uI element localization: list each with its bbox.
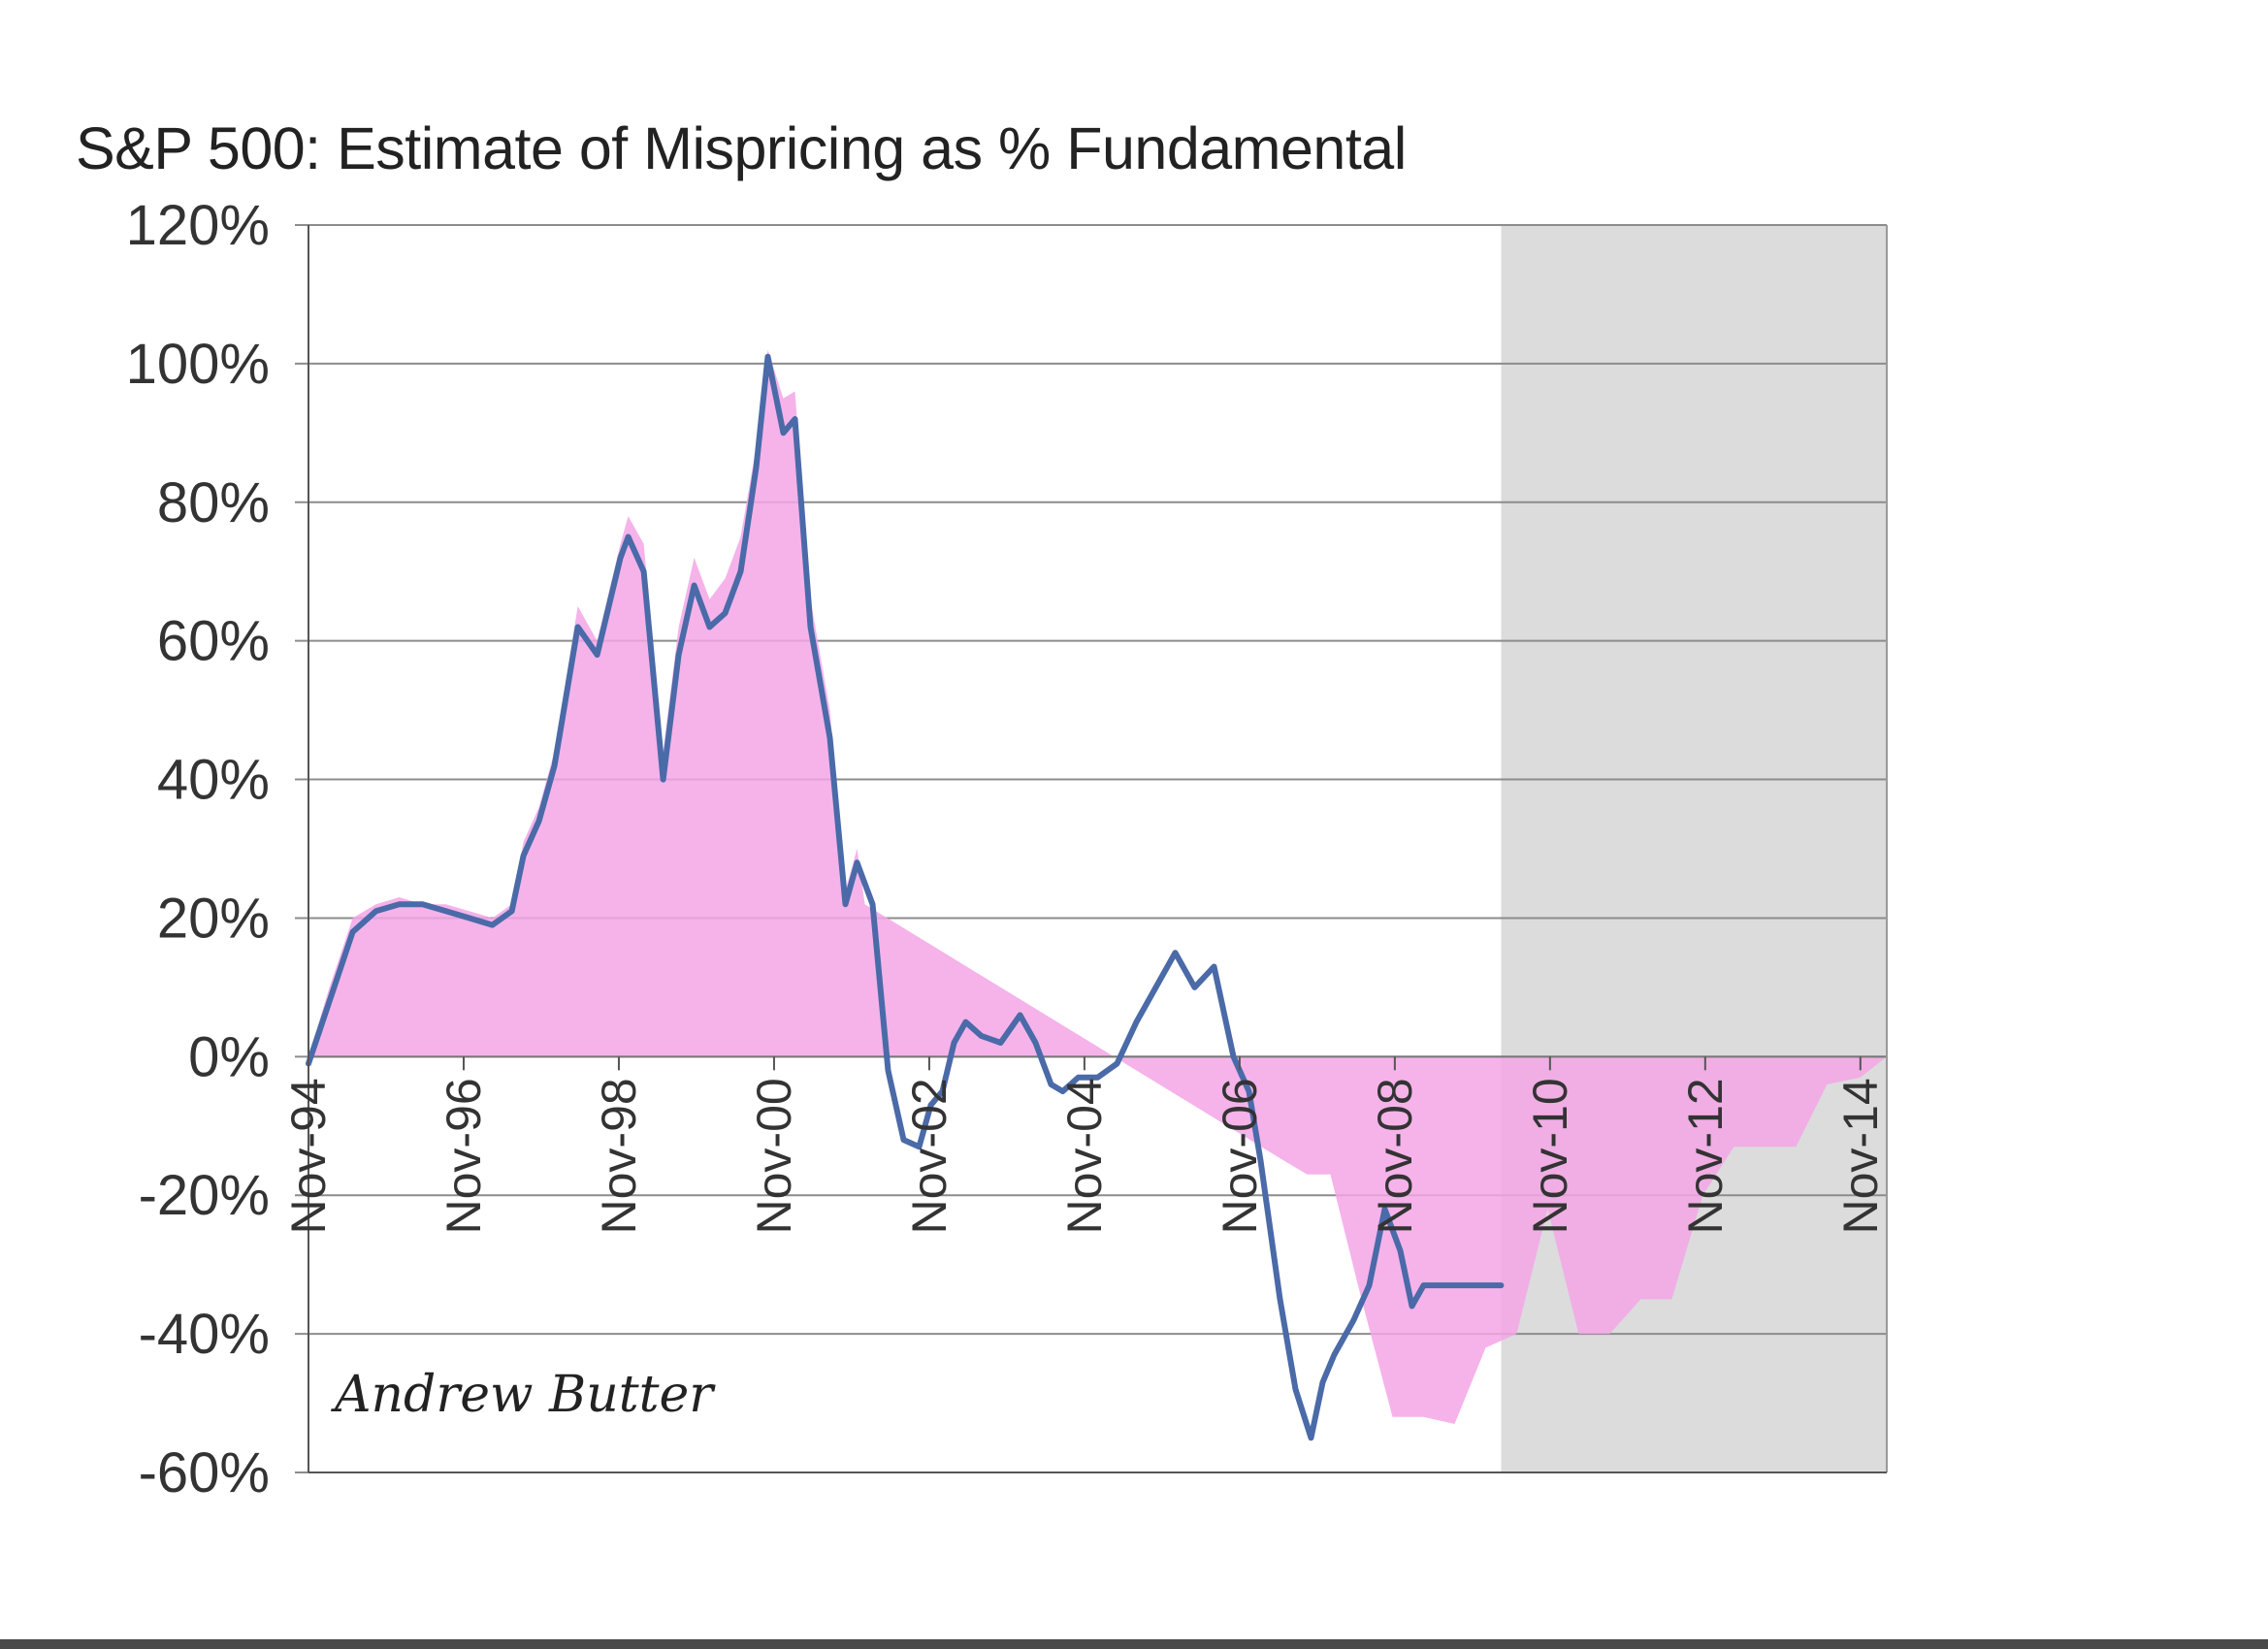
series-band-area [308,349,1887,1425]
scan-edge [0,1639,2268,1649]
author-annotation: Andrew Butter [335,1366,714,1424]
y-ticks: 120% 100% 80% 60% 40% 20% 0% -20% -40% -60% [126,194,270,1504]
x-tick-label: Nov-94 [281,1078,336,1234]
x-tick-label: Nov-14 [1833,1078,1888,1234]
plot-area [295,224,1888,1473]
y-tick-label: -40% [139,1303,270,1366]
chart-title: S&P 500: Estimate of Mispricing as % Fun… [76,115,1407,181]
x-tick-label: Nov-98 [592,1078,646,1234]
x-tick-label: Nov-10 [1523,1078,1577,1234]
x-tick-label: Nov-06 [1213,1078,1267,1234]
x-tick-label: Nov-04 [1057,1078,1112,1234]
series-line [306,353,1505,1441]
y-tick-label: 120% [126,194,270,257]
projection-shade [1501,225,1887,1472]
y-tick-label: -20% [139,1164,270,1227]
y-tick-label: 100% [126,333,270,396]
x-tick-label: Nov-08 [1368,1078,1422,1234]
y-tick-label: 60% [157,610,270,673]
x-tick-label: Nov-96 [437,1078,491,1234]
y-tick-label: 20% [157,887,270,950]
x-tick-label: Nov-00 [747,1078,801,1234]
x-tick-label: Nov-02 [902,1078,956,1234]
y-tick-label: 0% [188,1025,270,1088]
y-tick-label: -60% [139,1441,270,1504]
y-tick-label: 80% [157,471,270,534]
y-tick-label: 40% [157,749,270,812]
x-ticks: Nov-94 Nov-96 Nov-98 Nov-00 Nov-02 Nov-04 Nov-… [281,1056,1888,1234]
x-tick-label: Nov-12 [1678,1078,1733,1234]
